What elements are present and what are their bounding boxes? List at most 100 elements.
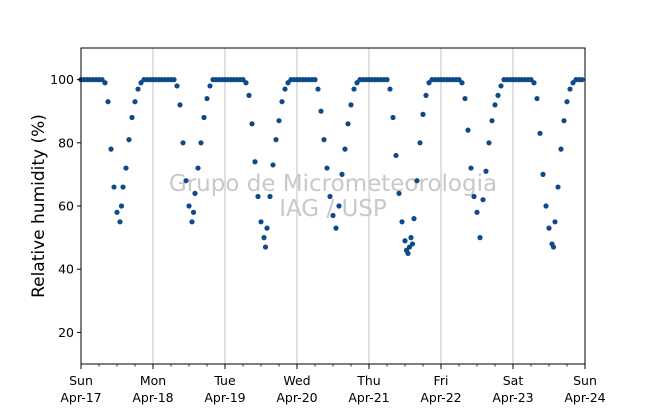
rh-data-point bbox=[327, 193, 333, 200]
rh-data-point bbox=[171, 77, 177, 83]
rh-data-point bbox=[318, 108, 324, 114]
rh-data-point bbox=[579, 77, 585, 83]
rh-data-point bbox=[459, 80, 465, 86]
x-tick-date-label: Apr-23 bbox=[492, 390, 533, 405]
rh-data-point bbox=[543, 203, 549, 209]
rh-data-point bbox=[399, 219, 405, 225]
rh-data-point bbox=[252, 159, 258, 165]
rh-data-point bbox=[342, 146, 348, 152]
rh-data-point bbox=[465, 127, 471, 133]
x-axis: Sun Apr-17 Mon Apr-18 Tue Apr-19 Wed Apr-20 Thu A… bbox=[60, 364, 606, 405]
x-tick-day-label: Sat bbox=[503, 373, 524, 388]
watermark: Grupo de Micrometeorologia IAG / USP bbox=[169, 171, 497, 222]
rh-data-point bbox=[477, 235, 483, 241]
rh-data-point bbox=[417, 140, 423, 146]
data-points bbox=[78, 77, 585, 256]
x-tick-day-label: Fri bbox=[434, 373, 449, 388]
x-tick-date-label: Apr-17 bbox=[60, 390, 101, 405]
rh-data-point bbox=[177, 102, 183, 108]
rh-data-point bbox=[408, 235, 414, 241]
rh-data-point bbox=[273, 137, 279, 143]
rh-data-point bbox=[321, 137, 327, 143]
watermark-line-1: Grupo de Micrometeorologia bbox=[169, 171, 497, 197]
rh-data-point bbox=[186, 203, 192, 209]
rh-data-point bbox=[315, 86, 321, 92]
rh-data-point bbox=[561, 118, 567, 124]
y-tick-label: 40 bbox=[58, 262, 74, 277]
y-tick-label: 20 bbox=[58, 325, 74, 340]
rh-data-point bbox=[550, 244, 557, 250]
rh-data-point bbox=[207, 83, 213, 89]
rh-data-point bbox=[114, 209, 120, 215]
x-tick-day-label: Wed bbox=[283, 373, 310, 388]
rh-data-point bbox=[123, 165, 129, 171]
rh-data-point bbox=[246, 92, 252, 98]
rh-data-point bbox=[411, 216, 417, 222]
rh-data-point bbox=[489, 118, 495, 124]
rh-data-point bbox=[189, 219, 195, 225]
rh-data-point bbox=[201, 114, 207, 121]
rh-data-point bbox=[249, 121, 255, 127]
rh-data-point bbox=[258, 219, 264, 225]
x-tick-day-label: Mon bbox=[140, 373, 166, 388]
rh-data-point bbox=[558, 146, 564, 152]
rh-data-point bbox=[129, 114, 135, 121]
rh-data-point bbox=[111, 184, 117, 190]
rh-data-point bbox=[198, 140, 204, 146]
rh-data-point bbox=[204, 95, 210, 102]
rh-data-point bbox=[534, 95, 540, 102]
rh-data-point bbox=[132, 99, 138, 105]
rh-data-point bbox=[192, 190, 198, 196]
rh-data-point bbox=[195, 165, 201, 171]
rh-data-point bbox=[474, 209, 480, 215]
rh-data-point bbox=[312, 77, 318, 83]
rh-data-point bbox=[405, 250, 411, 256]
rh-data-point bbox=[351, 86, 357, 92]
watermark-line-2: IAG / USP bbox=[279, 196, 387, 222]
rh-data-point bbox=[546, 225, 552, 231]
y-axis: 20 40 60 80 100 bbox=[50, 72, 81, 340]
rh-data-point bbox=[105, 99, 111, 105]
rh-data-point bbox=[402, 238, 408, 244]
rh-data-point bbox=[564, 99, 570, 105]
rh-data-point bbox=[498, 83, 504, 89]
rh-data-point bbox=[243, 80, 249, 86]
rh-data-point bbox=[117, 219, 123, 225]
y-tick-label: 80 bbox=[58, 135, 74, 150]
rh-data-point bbox=[552, 219, 558, 225]
rh-data-point bbox=[420, 111, 426, 117]
vertical-grid bbox=[152, 48, 514, 364]
rh-data-point bbox=[108, 146, 114, 152]
rh-data-point bbox=[345, 121, 351, 127]
rh-data-point bbox=[423, 92, 429, 98]
rh-data-point bbox=[276, 118, 282, 124]
y-tick-label: 100 bbox=[50, 72, 74, 87]
rh-data-point bbox=[393, 152, 399, 159]
rh-data-point bbox=[495, 92, 501, 98]
rh-data-point bbox=[267, 193, 273, 200]
rh-data-point bbox=[183, 178, 189, 184]
rh-data-point bbox=[387, 86, 393, 92]
rh-data-point bbox=[537, 130, 543, 136]
x-tick-date-label: Apr-24 bbox=[564, 390, 605, 405]
rh-data-point bbox=[471, 193, 477, 200]
rh-data-point bbox=[483, 168, 489, 174]
x-tick-date-label: Apr-20 bbox=[276, 390, 317, 405]
x-tick-date-label: Apr-22 bbox=[420, 390, 461, 405]
rh-data-point bbox=[190, 209, 197, 215]
y-axis-label: Relative humidity (%) bbox=[29, 114, 49, 298]
rh-data-point bbox=[480, 197, 486, 203]
rh-data-point bbox=[261, 235, 267, 241]
rh-data-point bbox=[126, 137, 132, 143]
rh-data-point bbox=[492, 102, 498, 108]
x-tick-date-label: Apr-18 bbox=[132, 390, 173, 405]
x-tick-day-label: Tue bbox=[213, 373, 236, 388]
rh-data-point bbox=[174, 83, 180, 89]
rh-data-point bbox=[282, 86, 288, 92]
rh-data-point bbox=[330, 212, 336, 219]
rh-data-point bbox=[102, 80, 108, 86]
rh-data-point bbox=[333, 225, 339, 231]
x-tick-day-label: Sun bbox=[69, 373, 93, 388]
rh-data-point bbox=[180, 140, 186, 146]
